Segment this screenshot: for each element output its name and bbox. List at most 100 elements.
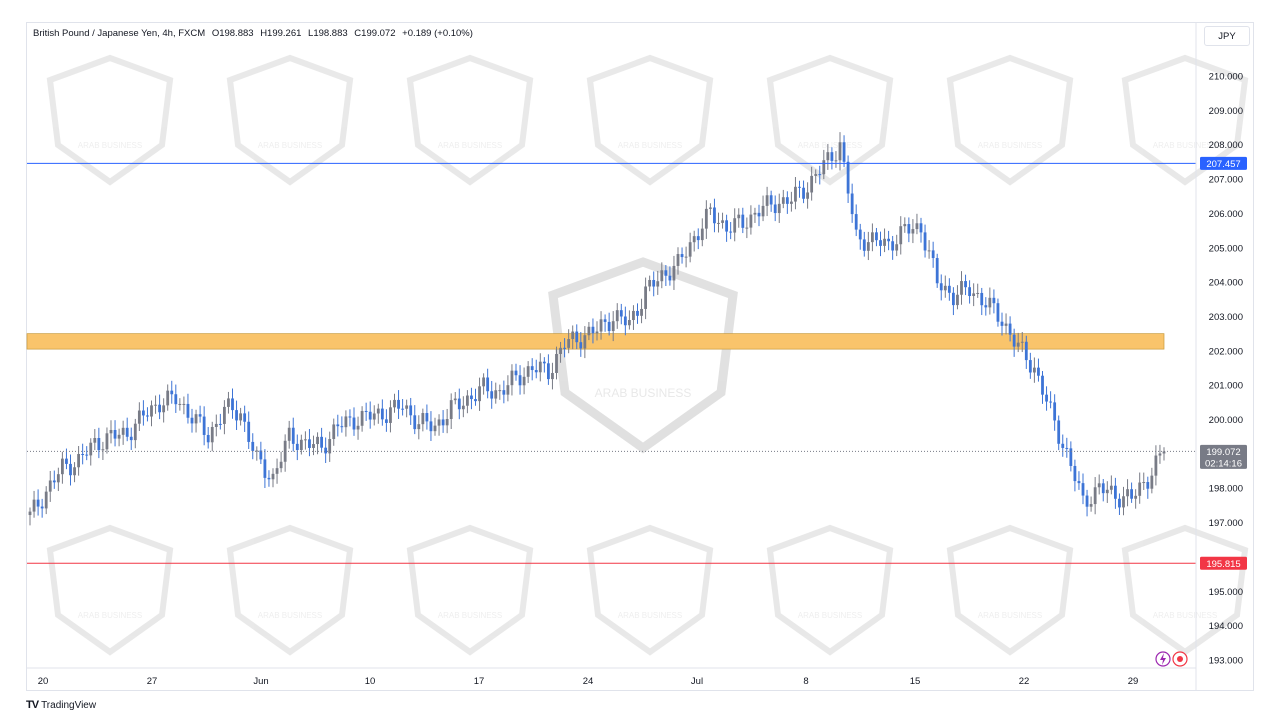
candle bbox=[142, 400, 145, 426]
levels-layer bbox=[27, 162, 1196, 564]
candle bbox=[818, 165, 822, 185]
last_price-badge-value: 199.072 bbox=[1206, 447, 1240, 458]
candle bbox=[794, 177, 797, 210]
support-badge[interactable]: 195.815 bbox=[1200, 556, 1247, 570]
candle bbox=[486, 368, 490, 399]
alert-icons[interactable] bbox=[1155, 651, 1188, 667]
time-tick-label: Jul bbox=[691, 676, 703, 687]
candle bbox=[1024, 335, 1028, 369]
candle bbox=[380, 399, 384, 426]
candle bbox=[725, 214, 728, 242]
candle bbox=[405, 399, 409, 418]
candle bbox=[247, 411, 251, 450]
candle bbox=[866, 231, 870, 261]
candle bbox=[717, 212, 720, 233]
candle bbox=[737, 208, 741, 228]
candle bbox=[854, 204, 858, 237]
candle bbox=[1069, 441, 1073, 472]
candle bbox=[644, 277, 647, 320]
candle bbox=[210, 421, 214, 452]
candle bbox=[1162, 447, 1166, 461]
candle bbox=[263, 449, 267, 489]
candle bbox=[672, 255, 676, 290]
candle bbox=[40, 498, 44, 518]
candle bbox=[494, 382, 498, 404]
candle bbox=[891, 235, 895, 260]
candle bbox=[745, 217, 749, 239]
candle bbox=[790, 191, 793, 212]
candle bbox=[190, 408, 194, 433]
ohlc-low: L198.883 bbox=[308, 28, 348, 39]
candle bbox=[862, 231, 866, 257]
candle bbox=[559, 341, 562, 363]
candle bbox=[802, 180, 805, 204]
watermark-text: ARAB BUSINESS bbox=[618, 611, 682, 620]
time-tick-label: 10 bbox=[365, 676, 376, 687]
candle bbox=[393, 393, 396, 413]
candle bbox=[275, 458, 279, 484]
candle bbox=[611, 311, 615, 342]
candle bbox=[425, 404, 429, 430]
candle bbox=[664, 265, 668, 286]
candle bbox=[1126, 479, 1129, 507]
watermark-text: ARAB BUSINESS bbox=[1153, 611, 1217, 620]
candle bbox=[939, 274, 943, 301]
candle bbox=[1000, 312, 1004, 336]
candle bbox=[417, 415, 421, 440]
watermark-text: ARAB BUSINESS bbox=[78, 141, 142, 150]
footer[interactable]: TV TradingView bbox=[26, 699, 96, 711]
candle bbox=[947, 278, 951, 301]
watermark-shield-icon: ARAB BUSINESS bbox=[548, 257, 738, 454]
candle bbox=[328, 431, 332, 462]
candle bbox=[1077, 471, 1081, 490]
candle bbox=[344, 410, 348, 437]
candle bbox=[1037, 358, 1040, 382]
candle bbox=[178, 398, 182, 411]
candle bbox=[437, 414, 441, 436]
candle bbox=[332, 418, 336, 446]
time-axis[interactable]: 20 27 Jun 10 17 24 Jul 8 15 22 29 bbox=[27, 22, 1197, 691]
symbol-title[interactable]: British Pound / Japanese Yen, 4h, FXCM bbox=[33, 28, 206, 39]
candle bbox=[879, 231, 882, 257]
candle bbox=[688, 232, 692, 263]
price-tick-label: 206.000 bbox=[1209, 209, 1243, 220]
candle bbox=[648, 275, 652, 292]
price-tick-label: 204.000 bbox=[1209, 278, 1243, 289]
candle bbox=[769, 190, 773, 212]
candle bbox=[1065, 437, 1069, 458]
candle bbox=[401, 399, 404, 416]
candle bbox=[676, 247, 680, 275]
candle bbox=[441, 410, 445, 433]
supply-demand-zone[interactable] bbox=[26, 333, 1165, 350]
candle bbox=[1118, 493, 1121, 515]
price-tick-label: 201.000 bbox=[1209, 381, 1243, 392]
candle bbox=[1142, 472, 1146, 491]
candle bbox=[534, 359, 538, 379]
candle bbox=[903, 217, 907, 233]
price-axis[interactable]: 210.000 209.000 208.000 207.000 206.000 205.0… bbox=[1209, 72, 1243, 667]
candle bbox=[1101, 479, 1105, 502]
candle bbox=[1093, 477, 1097, 515]
candle bbox=[340, 416, 344, 433]
currency-button[interactable]: JPY bbox=[1204, 26, 1250, 46]
candle bbox=[243, 405, 247, 432]
time-tick-label: 24 bbox=[583, 676, 594, 687]
candle bbox=[1085, 489, 1089, 517]
resistance-badge[interactable]: 207.457 bbox=[1200, 156, 1247, 170]
candle bbox=[972, 283, 976, 307]
resistance-badge-value: 207.457 bbox=[1206, 159, 1240, 170]
candle bbox=[1061, 434, 1065, 457]
candle bbox=[308, 429, 311, 457]
candle bbox=[1130, 482, 1133, 503]
candle bbox=[850, 183, 854, 223]
candle bbox=[445, 408, 449, 434]
candle bbox=[32, 490, 36, 518]
candle bbox=[927, 240, 931, 259]
candle bbox=[960, 271, 963, 305]
candle bbox=[429, 411, 433, 441]
candle bbox=[583, 326, 587, 359]
watermark-text: ARAB BUSINESS bbox=[978, 611, 1042, 620]
candle bbox=[1049, 391, 1052, 409]
